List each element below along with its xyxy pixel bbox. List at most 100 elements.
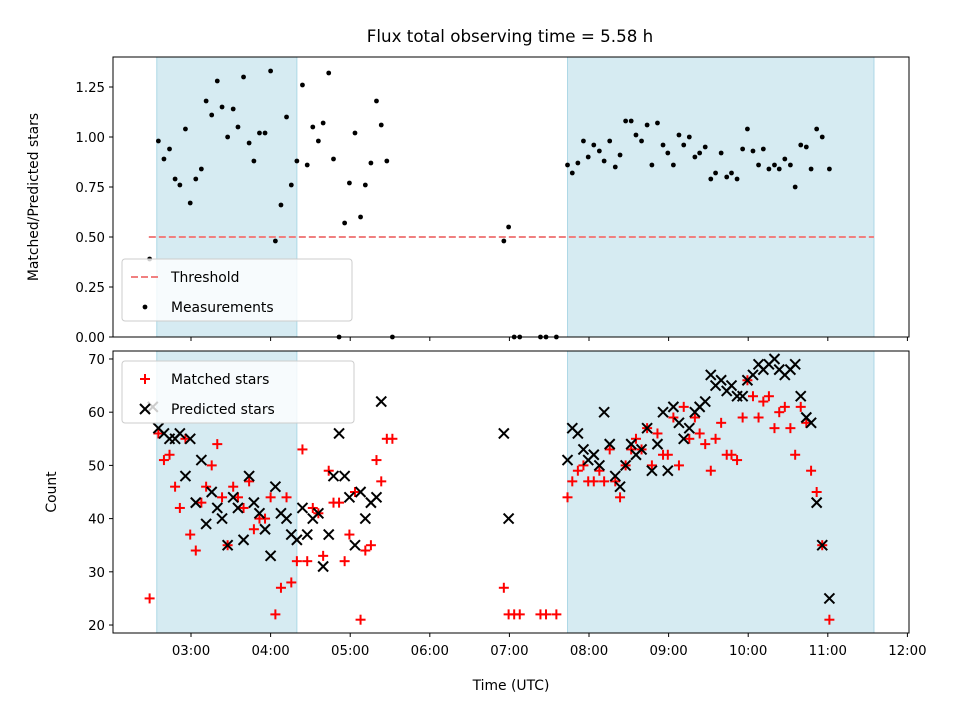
bottom-matched-point <box>376 476 387 487</box>
bottom-panel: 20 30 40 50 60 70 03:00 04:00 05:00 06:00 07:00 08:… <box>88 350 927 659</box>
bottom-matched-point <box>806 465 817 476</box>
bottom-y-tick-label: 60 <box>88 406 105 421</box>
bottom-predicted-point <box>370 491 383 504</box>
bottom-matched-point <box>232 492 243 503</box>
bottom-matched-point <box>652 428 663 439</box>
bottom-matched-point <box>604 444 615 455</box>
bottom-matched-point <box>355 614 366 625</box>
x-tick-label: 10:00 <box>729 644 767 659</box>
bottom-matched-point <box>334 497 345 508</box>
bottom-matched-point <box>275 582 286 593</box>
bottom-predicted-point <box>184 433 196 445</box>
top-point <box>617 152 623 158</box>
bottom-predicted-point <box>312 507 325 519</box>
top-point <box>193 176 199 182</box>
bottom-matched-point <box>365 540 376 551</box>
top-point <box>230 106 236 112</box>
top-point <box>585 154 591 160</box>
bottom-predicted-point <box>572 427 584 440</box>
bottom-y-tick-label: 50 <box>88 459 105 474</box>
top-point <box>655 120 660 126</box>
bottom-matched-point <box>541 609 552 620</box>
top-point <box>167 146 172 152</box>
bottom-predicted-point <box>678 433 690 445</box>
bottom-predicted-point <box>699 395 711 408</box>
top-point <box>358 214 363 220</box>
top-y-tick-label: 0.25 <box>75 281 105 296</box>
x-tick-label: 09:00 <box>649 644 687 659</box>
top-point <box>384 158 390 164</box>
top-shaded-region <box>567 56 875 338</box>
bottom-matched-point <box>588 476 599 487</box>
bottom-matched-point <box>185 529 196 540</box>
top-point <box>596 148 602 154</box>
top-point <box>792 184 798 190</box>
legend-entry-label: Matched stars <box>171 372 269 388</box>
top-point <box>740 146 746 152</box>
top-point <box>246 140 252 146</box>
bottom-predicted-point <box>227 491 239 504</box>
top-point <box>172 176 178 182</box>
bottom-matched-point <box>302 556 313 567</box>
bottom-predicted-point <box>625 438 637 450</box>
bottom-matched-point <box>349 487 360 497</box>
bottom-matched-point <box>758 396 769 407</box>
bottom-matched-point <box>158 455 169 466</box>
bottom-predicted-point <box>296 502 309 514</box>
bottom-predicted-point <box>736 390 749 402</box>
bottom-predicted-point <box>205 486 218 498</box>
bottom-matched-point <box>626 444 637 455</box>
bottom-predicted-point <box>216 512 228 525</box>
top-legend: Threshold Measurements <box>121 258 353 322</box>
bottom-matched-point <box>673 460 684 471</box>
top-point <box>374 98 379 104</box>
top-point <box>776 166 782 172</box>
top-point <box>724 174 730 180</box>
top-point <box>378 122 384 128</box>
bottom-matched-point <box>646 460 657 471</box>
top-point <box>760 146 766 152</box>
bottom-predicted-point <box>333 427 345 440</box>
bottom-predicted-point <box>609 470 621 482</box>
bottom-predicted-point <box>651 438 664 450</box>
top-point <box>798 142 804 148</box>
chart-title: Flux total observing time = 5.58 h <box>367 26 653 46</box>
bottom-matched-point <box>286 577 297 588</box>
bottom-matched-point <box>281 492 292 503</box>
top-point <box>745 126 750 132</box>
x-tick-label: 05:00 <box>331 644 369 659</box>
bottom-predicted-point <box>232 502 244 514</box>
bottom-predicted-point <box>598 406 610 418</box>
x-tick-label: 12:00 <box>888 644 926 659</box>
x-tick-label: 06:00 <box>411 644 449 659</box>
top-point <box>183 126 188 132</box>
top-point <box>782 156 788 162</box>
bottom-matched-point <box>153 428 164 439</box>
bottom-matched-point <box>196 497 207 508</box>
top-y-tick-label: 0.50 <box>75 231 105 246</box>
top-point <box>607 138 613 144</box>
top-point <box>734 176 740 182</box>
top-point <box>670 162 676 168</box>
bottom-predicted-point <box>179 470 192 482</box>
bottom-predicted-point <box>641 422 653 434</box>
bottom-predicted-point <box>317 560 329 573</box>
top-point <box>251 158 257 164</box>
bottom-matched-point <box>201 481 212 492</box>
bottom-matched-point <box>180 433 191 444</box>
bottom-matched-point <box>228 481 239 492</box>
bottom-predicted-point <box>498 427 510 440</box>
bottom-predicted-point <box>174 427 186 440</box>
bottom-matched-point <box>790 449 801 460</box>
bottom-predicted-point <box>243 470 255 482</box>
bottom-predicted-point <box>577 443 590 456</box>
top-point <box>676 132 682 138</box>
bottom-matched-point <box>732 455 743 466</box>
top-point <box>214 78 220 84</box>
bottom-matched-point <box>260 513 271 524</box>
bottom-matched-point <box>551 609 562 620</box>
top-y-tick-label: 0.75 <box>75 181 105 196</box>
top-point <box>565 162 570 168</box>
top-point <box>660 142 666 148</box>
